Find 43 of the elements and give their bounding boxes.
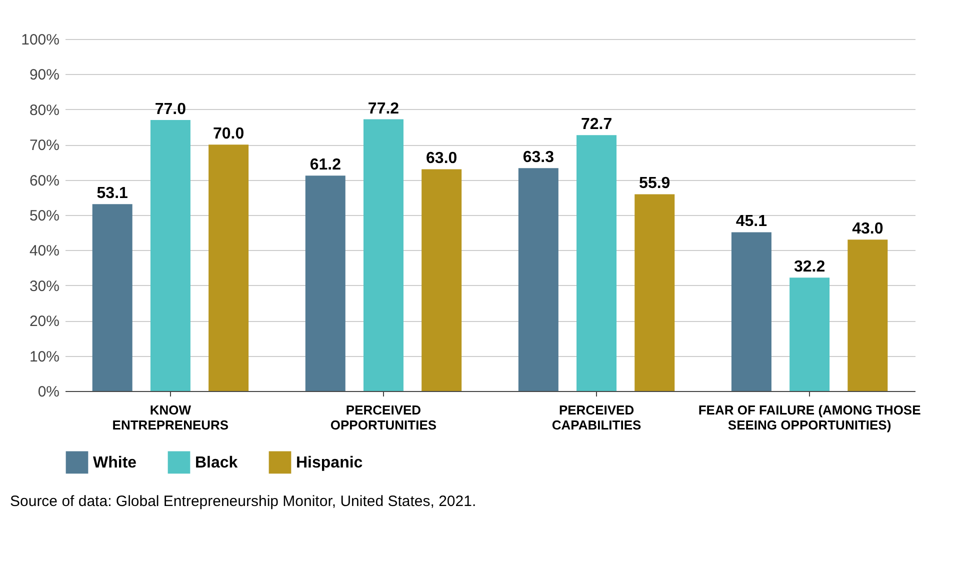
legend-label: White [93, 454, 137, 472]
x-tick-label: FEAR OF FAILURE (AMONG THOSE SEEING OPPORTUNITIES) [698, 402, 922, 432]
bar [634, 194, 675, 391]
bar [363, 119, 404, 391]
data-label: 63.3 [522, 149, 554, 166]
source-note: Source of data: Global Entrepreneurship Monitor, United States, 2021. [10, 493, 476, 510]
y-tick-label: 60% [29, 172, 60, 190]
bar [576, 135, 617, 391]
data-label: 77.0 [154, 100, 186, 118]
bar [422, 169, 462, 391]
bar [150, 120, 190, 391]
bar [208, 144, 249, 391]
y-tick-label: 100% [21, 32, 60, 48]
data-label: 53.1 [96, 185, 128, 202]
data-label: 77.2 [368, 100, 400, 118]
legend-label: Black [195, 454, 238, 472]
bar [92, 204, 132, 391]
y-tick-label: 30% [29, 278, 60, 295]
bar [731, 232, 772, 391]
data-label: 43.0 [852, 220, 884, 238]
data-label: 63.0 [426, 150, 458, 168]
data-label: 45.1 [736, 213, 768, 230]
bar [790, 278, 830, 391]
data-label: 55.9 [639, 175, 670, 192]
x-tick-label: PERCEIVED OPPORTUNITIES [330, 402, 437, 432]
y-tick-label: 90% [29, 66, 60, 84]
bar [518, 168, 558, 391]
y-tick-label: 80% [29, 102, 60, 119]
data-label: 70.0 [212, 126, 244, 143]
legend-label: Hispanic [296, 454, 363, 472]
bar [305, 176, 346, 391]
y-tick-label: 50% [29, 208, 60, 224]
bar [848, 240, 888, 391]
y-tick-label: 0% [38, 384, 60, 400]
data-label: 61.2 [310, 156, 342, 174]
data-label: 72.7 [580, 116, 612, 134]
data-label: 32.2 [794, 258, 826, 276]
y-tick-label: 70% [29, 137, 60, 154]
y-tick-label: 10% [29, 348, 60, 366]
y-tick-label: 40% [29, 242, 60, 260]
x-tick-label: KNOW ENTREPRENEURS [112, 402, 229, 432]
x-tick-label: PERCEIVED CAPABILITIES [552, 402, 642, 432]
y-tick-label: 20% [29, 313, 60, 330]
